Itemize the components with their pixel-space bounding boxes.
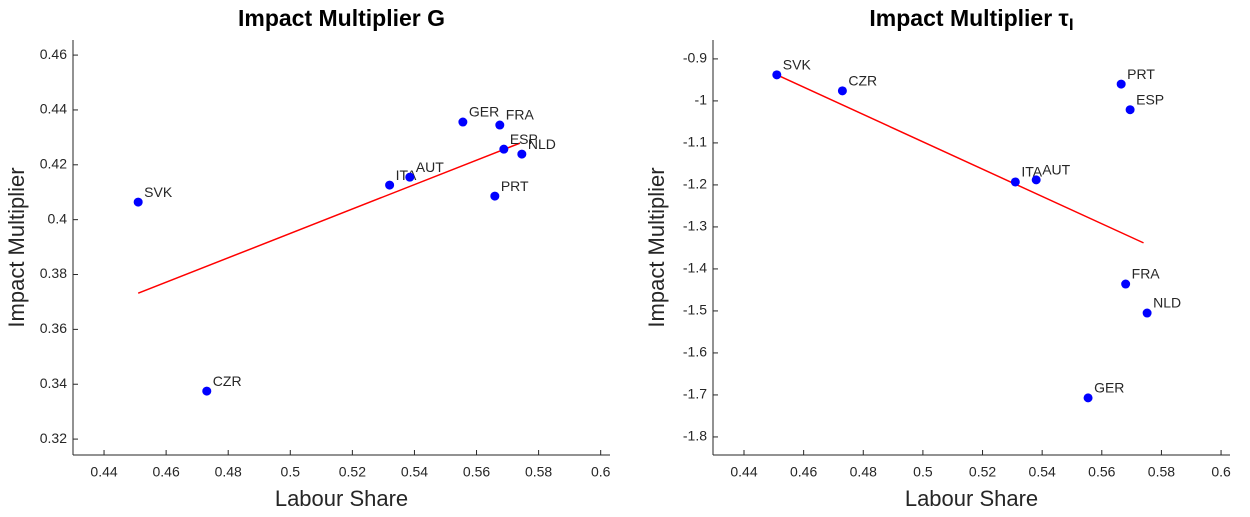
point <box>405 172 415 182</box>
x-tick-label: 0.56 <box>463 464 490 480</box>
point <box>202 386 212 396</box>
y-tick-label: 0.44 <box>40 101 67 117</box>
y-tick-label: 0.46 <box>40 46 67 62</box>
point <box>1121 279 1131 289</box>
title-text: Impact Multiplier G <box>238 5 445 31</box>
point <box>133 197 143 207</box>
point <box>772 70 782 80</box>
y-tick-label: 0.32 <box>40 430 67 446</box>
point <box>1125 105 1135 115</box>
point-label: GER <box>1094 380 1124 396</box>
title-text: Impact Multiplier τ <box>869 5 1068 31</box>
y-tick-label: -1.7 <box>683 386 707 402</box>
y-tick-label: -1.6 <box>683 344 707 360</box>
point <box>1010 177 1020 187</box>
point-label: ESP <box>1136 91 1164 107</box>
point-label: FRA <box>506 107 535 123</box>
point-label: SVK <box>144 184 173 200</box>
y-tick-label: -0.9 <box>683 50 707 66</box>
y-axis-label: Impact Multiplier <box>644 167 669 327</box>
y-tick-label: -1.8 <box>683 428 707 444</box>
x-tick-label: 0.46 <box>152 464 179 480</box>
x-axis-label: Labour Share <box>275 486 408 511</box>
chart-title: Impact Multiplier τI <box>869 5 1073 34</box>
y-tick-label: -1.5 <box>683 302 707 318</box>
point-label: AUT <box>416 159 444 175</box>
x-tick-label: 0.6 <box>591 464 611 480</box>
point <box>499 144 509 154</box>
x-axis-label: Labour Share <box>905 486 1038 511</box>
y-tick-label: -1.4 <box>683 260 707 276</box>
x-tick-label: 0.58 <box>1148 464 1175 480</box>
x-tick-label: 0.6 <box>1211 464 1231 480</box>
y-tick-label: -1 <box>695 92 708 108</box>
x-tick-label: 0.52 <box>969 464 996 480</box>
point-label: CZR <box>213 373 242 389</box>
y-tick-label: 0.34 <box>40 375 67 391</box>
x-tick-label: 0.5 <box>281 464 301 480</box>
point-label: SVK <box>783 57 812 73</box>
y-tick-label: 0.4 <box>48 210 68 226</box>
point <box>385 180 395 190</box>
x-tick-label: 0.46 <box>790 464 817 480</box>
point <box>1142 308 1152 318</box>
point-label: NLD <box>528 136 556 152</box>
y-axis-label: Impact Multiplier <box>4 167 29 327</box>
fit-line <box>776 74 1144 244</box>
x-tick-label: 0.52 <box>339 464 366 480</box>
point-label: CZR <box>848 73 877 89</box>
x-tick-label: 0.54 <box>1029 464 1056 480</box>
point <box>517 149 527 159</box>
fit-line <box>137 142 521 294</box>
chart-title: Impact Multiplier G <box>238 5 445 31</box>
x-tick-label: 0.48 <box>215 464 242 480</box>
x-tick-label: 0.56 <box>1088 464 1115 480</box>
x-tick-label: 0.44 <box>90 464 117 480</box>
point <box>1083 393 1093 403</box>
point-label: NLD <box>1153 295 1181 311</box>
y-tick-label: 0.42 <box>40 156 67 172</box>
point-label: FRA <box>1132 266 1161 282</box>
point <box>837 86 847 96</box>
point <box>490 191 500 201</box>
x-tick-label: 0.48 <box>850 464 877 480</box>
y-tick-label: -1.3 <box>683 218 707 234</box>
point-label: PRT <box>501 178 529 194</box>
x-tick-label: 0.44 <box>730 464 757 480</box>
y-tick-label: 0.38 <box>40 265 67 281</box>
point <box>458 117 468 127</box>
y-tick-label: -1.1 <box>683 134 707 150</box>
point <box>1116 79 1126 89</box>
y-tick-label: 0.36 <box>40 320 67 336</box>
x-tick-label: 0.58 <box>525 464 552 480</box>
title-subscript: I <box>1069 15 1074 34</box>
point-label: AUT <box>1042 162 1070 178</box>
point <box>1031 175 1041 185</box>
point-label: ESP <box>510 131 538 147</box>
point-label: PRT <box>1127 66 1155 82</box>
y-tick-label: -1.2 <box>683 176 707 192</box>
point <box>495 120 505 130</box>
x-tick-label: 0.5 <box>913 464 933 480</box>
point-label: GER <box>469 104 499 120</box>
x-tick-label: 0.54 <box>401 464 428 480</box>
